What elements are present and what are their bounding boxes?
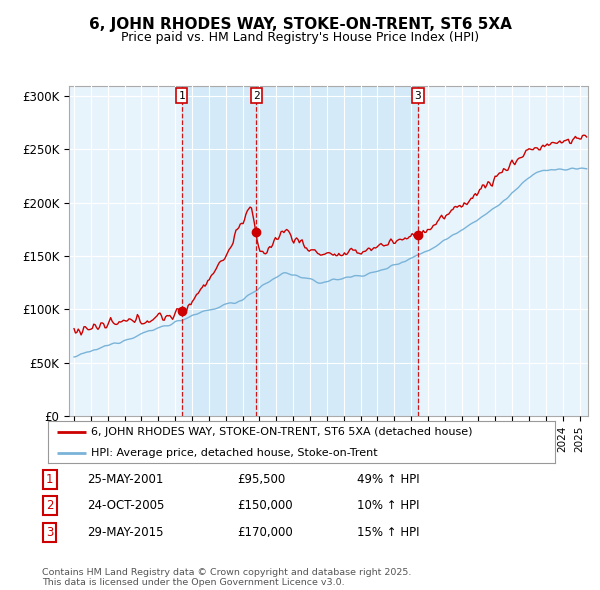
Text: 24-OCT-2005: 24-OCT-2005: [87, 499, 164, 512]
Text: Contains HM Land Registry data © Crown copyright and database right 2025.
This d: Contains HM Land Registry data © Crown c…: [42, 568, 412, 587]
Text: 2: 2: [253, 90, 260, 100]
Text: 6, JOHN RHODES WAY, STOKE-ON-TRENT, ST6 5XA: 6, JOHN RHODES WAY, STOKE-ON-TRENT, ST6 …: [89, 17, 511, 31]
Text: 15% ↑ HPI: 15% ↑ HPI: [357, 526, 419, 539]
Text: 1: 1: [46, 473, 53, 486]
Text: HPI: Average price, detached house, Stoke-on-Trent: HPI: Average price, detached house, Stok…: [91, 448, 378, 457]
Text: £150,000: £150,000: [237, 499, 293, 512]
Text: £95,500: £95,500: [237, 473, 285, 486]
Text: 6, JOHN RHODES WAY, STOKE-ON-TRENT, ST6 5XA (detached house): 6, JOHN RHODES WAY, STOKE-ON-TRENT, ST6 …: [91, 427, 473, 437]
Text: 2: 2: [46, 499, 53, 512]
Text: 25-MAY-2001: 25-MAY-2001: [87, 473, 163, 486]
Text: 1: 1: [179, 90, 185, 100]
Text: 49% ↑ HPI: 49% ↑ HPI: [357, 473, 419, 486]
Text: 29-MAY-2015: 29-MAY-2015: [87, 526, 163, 539]
Text: 10% ↑ HPI: 10% ↑ HPI: [357, 499, 419, 512]
Text: Price paid vs. HM Land Registry's House Price Index (HPI): Price paid vs. HM Land Registry's House …: [121, 31, 479, 44]
Bar: [182, 86, 418, 416]
Text: 3: 3: [415, 90, 421, 100]
Text: 3: 3: [46, 526, 53, 539]
Text: £170,000: £170,000: [237, 526, 293, 539]
